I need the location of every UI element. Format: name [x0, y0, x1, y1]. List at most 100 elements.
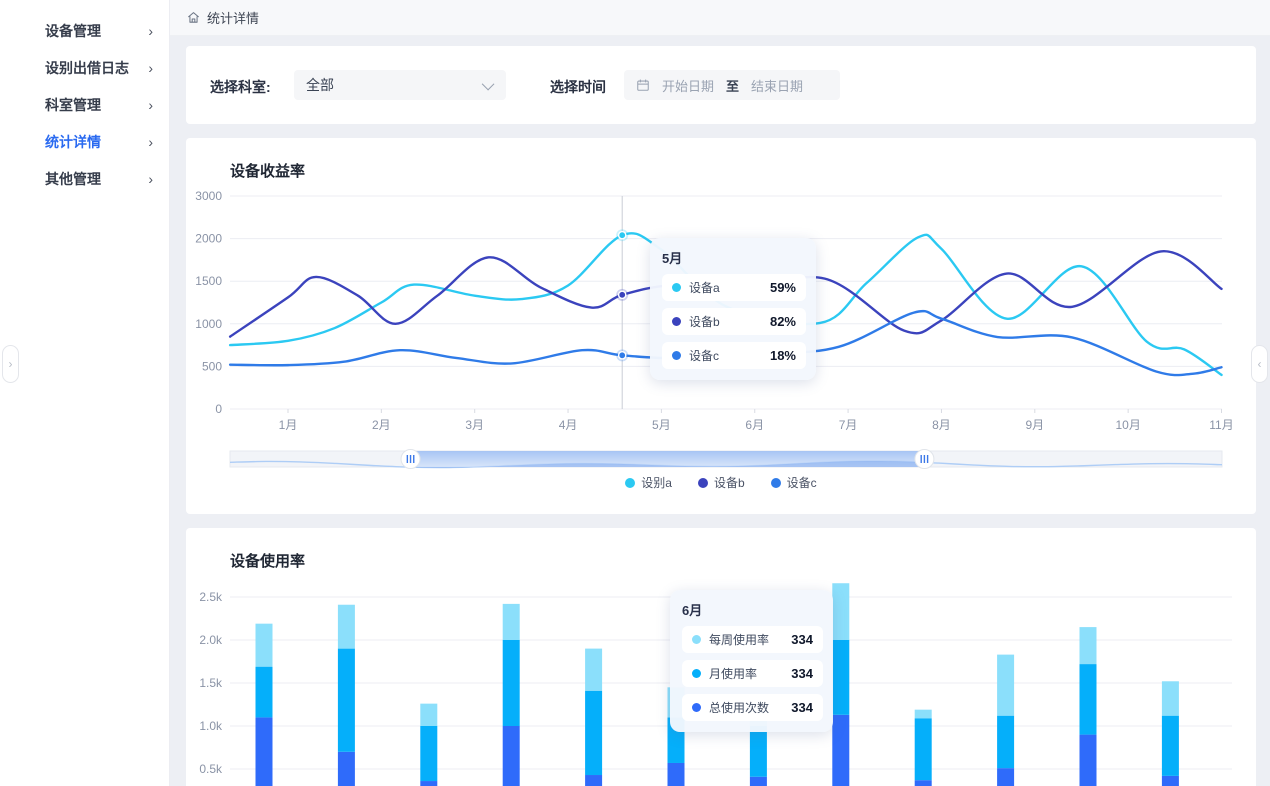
sidebar-item-4[interactable]: 其他管理 › — [0, 160, 169, 197]
sidebar-item-1[interactable]: 设别出借日志 › — [0, 49, 169, 86]
y-axis-label: 0.5k — [199, 762, 223, 776]
x-axis-label: 8月 — [932, 418, 951, 432]
bar-segment-月使用率 — [420, 726, 438, 782]
tooltip-series-value: 334 — [791, 700, 813, 715]
date-range-picker[interactable]: 开始日期 至 结束日期 — [624, 70, 840, 100]
bar-segment-总使用次数 — [1079, 734, 1097, 786]
legend-label: 设别a — [641, 476, 672, 490]
y-axis-label: 500 — [202, 359, 222, 373]
series-dot-icon — [672, 317, 681, 326]
y-axis-label: 3000 — [195, 189, 222, 203]
x-axis-label: 9月 — [1025, 418, 1044, 432]
bar-10月[interactable] — [997, 654, 1015, 786]
y-axis-label: 2.5k — [199, 590, 223, 604]
bar-segment-月使用率 — [749, 726, 767, 777]
home-icon — [188, 12, 199, 23]
x-axis-label: 4月 — [559, 418, 578, 432]
chevron-right-icon: › — [148, 96, 153, 113]
bar-3月[interactable] — [420, 703, 438, 786]
series-dot-icon — [672, 351, 681, 360]
sidebar-item-label: 统计详情 — [45, 133, 101, 150]
department-select[interactable]: 全部 — [294, 70, 506, 100]
tooltip-header: 5月 — [662, 251, 683, 266]
legend-item-1[interactable]: 设备b — [697, 474, 745, 491]
datazoom-handle-left[interactable] — [400, 449, 421, 469]
bar-4月[interactable] — [502, 603, 520, 786]
datazoom-selection[interactable] — [410, 451, 925, 467]
tooltip-series-value: 334 — [791, 632, 813, 647]
legend-dot-icon — [770, 477, 781, 488]
bar-segment-总使用次数 — [749, 776, 767, 786]
bar-8月[interactable] — [832, 583, 850, 786]
legend-item-0[interactable]: 设别a — [625, 474, 672, 491]
legend-item-2[interactable]: 设备c — [770, 474, 817, 491]
revenue-line-chart[interactable]: 0 500 1000 1500 2000 3000 1月 2月 3月 4月 5月 6月 7月 8月 9月 10… — [186, 138, 1256, 514]
calendar-icon — [637, 79, 649, 91]
sidebar-item-label: 设别出借日志 — [45, 59, 129, 76]
sidebar-expand-toggle[interactable]: › — [2, 345, 19, 383]
bar-segment-总使用次数 — [1161, 775, 1179, 786]
x-axis-label: 5月 — [652, 418, 671, 432]
bar-segment-总使用次数 — [997, 768, 1015, 786]
bar-segment-每周使用率 — [502, 603, 520, 640]
bar-segment-总使用次数 — [832, 714, 850, 786]
bar-segment-每周使用率 — [1161, 681, 1179, 716]
tooltip-series-label: 设备a — [689, 281, 720, 295]
tooltip-row: 设备b 82% — [662, 308, 806, 335]
bar-segment-月使用率 — [914, 718, 932, 781]
usage-chart-tooltip: 6月 每周使用率 334 月使用率 334 总使用次数 334 — [670, 590, 833, 732]
usage-bar-chart[interactable]: 0.5k 1.0k 1.5k 2.0k 2.5k — [186, 528, 1256, 786]
bar-segment-每周使用率 — [585, 648, 603, 691]
y-axis-label: 2000 — [195, 232, 222, 246]
breadcrumb[interactable]: 统计详情 — [186, 8, 259, 27]
sidebar-menu: 设备管理 › 设别出借日志 › 科室管理 › 统计详情 › 其他管理 › — [0, 0, 169, 197]
bar-11月[interactable] — [1079, 627, 1097, 786]
tooltip-series-label: 每周使用率 — [709, 633, 770, 647]
x-axis-label: 3月 — [465, 418, 484, 432]
sidebar-item-3[interactable]: 统计详情 › — [0, 123, 169, 160]
sidebar-item-0[interactable]: 设备管理 › — [0, 12, 169, 49]
start-date-field[interactable]: 开始日期 — [662, 78, 715, 94]
chevron-right-icon: › — [148, 59, 153, 76]
bar-segment-每周使用率 — [997, 654, 1015, 716]
bar-5月[interactable] — [585, 648, 603, 786]
x-axis-label: 1月 — [279, 418, 298, 432]
y-axis-label: 1.5k — [199, 676, 223, 690]
chevron-down-icon — [481, 77, 495, 90]
y-axis-label: 1500 — [195, 274, 222, 288]
bar-2月[interactable] — [337, 604, 355, 786]
legend-dot-icon — [697, 477, 708, 488]
tooltip-series-label: 总使用次数 — [709, 701, 770, 715]
x-axis-label: 10月 — [1115, 418, 1140, 432]
datazoom-handle-right[interactable] — [914, 449, 935, 469]
series-dot-icon — [692, 669, 701, 678]
series-dot-icon — [692, 635, 701, 644]
department-filter-label: 选择科室: — [210, 79, 271, 95]
bar-12月[interactable] — [1161, 681, 1179, 786]
end-date-field[interactable]: 结束日期 — [751, 78, 804, 94]
hover-dot — [617, 230, 627, 240]
hover-dot — [617, 351, 627, 360]
bar-segment-月使用率 — [337, 648, 355, 752]
sidebar-item-2[interactable]: 科室管理 › — [0, 86, 169, 123]
bar-segment-总使用次数 — [420, 781, 438, 786]
department-select-value: 全部 — [306, 77, 334, 93]
y-axis-label: 1000 — [195, 317, 222, 331]
bar-9月[interactable] — [914, 709, 932, 786]
legend-dot-icon — [625, 477, 636, 488]
sidebar: 设备管理 › 设别出借日志 › 科室管理 › 统计详情 › 其他管理 › — [0, 0, 170, 786]
chevron-left-icon: ‹ — [1257, 357, 1262, 371]
bar-segment-每周使用率 — [420, 703, 438, 726]
sidebar-item-label: 其他管理 — [45, 170, 101, 187]
tooltip-series-value: 334 — [791, 666, 813, 681]
revenue-chart-legend: 设别a 设备b 设备c — [186, 474, 1256, 491]
panel-collapse-toggle[interactable]: ‹ — [1251, 345, 1268, 383]
topbar: 统计详情 — [170, 0, 1270, 36]
x-axis-label: 2月 — [372, 418, 391, 432]
bar-1月[interactable] — [255, 623, 273, 786]
bar-segment-每周使用率 — [337, 604, 355, 649]
sidebar-item-label: 设备管理 — [45, 22, 101, 39]
tooltip-row: 设备c 18% — [662, 342, 806, 369]
tooltip-series-value: 82% — [769, 314, 796, 329]
chevron-right-icon: › — [148, 22, 153, 39]
